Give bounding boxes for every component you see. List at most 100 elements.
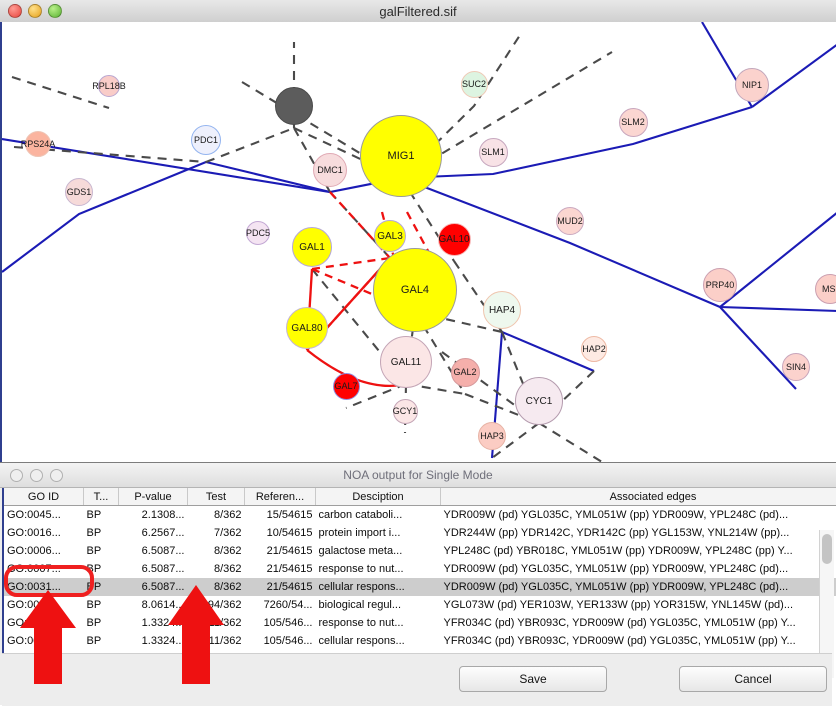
network-node-pdc1[interactable]: PDC1 bbox=[191, 125, 221, 155]
network-node-label: SUC2 bbox=[462, 79, 486, 89]
go-results-table: GO ID T... P-value Test Referen... Desci… bbox=[4, 488, 836, 668]
network-canvas[interactable]: RPL18B RPS24A GDS1 PDC1 SUC2 NIP1 SLM2 SLM1 DMC1… bbox=[0, 22, 836, 462]
network-node-gal7[interactable]: GAL7 bbox=[333, 373, 360, 400]
cell-p: 6.5087... bbox=[119, 542, 188, 560]
network-node-label: MUD2 bbox=[557, 216, 583, 226]
network-node-label: SLM1 bbox=[481, 147, 505, 157]
cell-p: 8.0614... bbox=[119, 596, 188, 614]
network-node-gal1[interactable]: GAL1 bbox=[292, 227, 332, 267]
cell-t: BP bbox=[84, 542, 119, 560]
cell-p: 6.2567... bbox=[119, 524, 188, 542]
network-node-gal2[interactable]: GAL2 bbox=[451, 358, 480, 387]
network-node-cyc1[interactable]: CYC1 bbox=[515, 377, 563, 425]
cancel-button[interactable]: Cancel bbox=[679, 666, 827, 692]
column-header-p-value[interactable]: P-value bbox=[119, 488, 188, 506]
cell-p: 1.3324... bbox=[119, 614, 188, 632]
cell-desc: cellular respons... bbox=[316, 632, 441, 650]
main-window-titlebar: galFiltered.sif bbox=[0, 0, 836, 23]
column-header-type[interactable]: T... bbox=[84, 488, 119, 506]
network-node-unlabeled[interactable] bbox=[275, 87, 313, 125]
cell-test: 8/362 bbox=[188, 560, 245, 578]
cell-go: GO:0016... bbox=[4, 524, 84, 542]
network-node-slm1[interactable]: SLM1 bbox=[479, 138, 508, 167]
network-node-slm2[interactable]: SLM2 bbox=[619, 108, 648, 137]
cell-ref: 15/54615 bbox=[245, 506, 316, 525]
cell-ref: 21/54615 bbox=[245, 578, 316, 596]
noa-button-bar: Save Cancel bbox=[2, 653, 832, 706]
network-node-gds1[interactable]: GDS1 bbox=[65, 178, 93, 206]
network-node-hap4[interactable]: HAP4 bbox=[483, 291, 521, 329]
column-header-reference[interactable]: Referen... bbox=[245, 488, 316, 506]
cell-edges: YPL248C (pd) YBR018C, YML051W (pp) YDR00… bbox=[441, 542, 836, 560]
cell-t: BP bbox=[84, 578, 119, 596]
network-node-dmc1[interactable]: DMC1 bbox=[313, 153, 347, 187]
cell-desc: response to nut... bbox=[316, 560, 441, 578]
noa-titlebar: NOA output for Single Mode bbox=[0, 463, 836, 488]
table-header-row: GO ID T... P-value Test Referen... Desci… bbox=[4, 488, 836, 506]
cell-edges: YFR034C (pd) YBR093C, YDR009W (pd) YGL03… bbox=[441, 632, 836, 650]
network-node-label: HAP4 bbox=[489, 305, 515, 316]
cell-t: BP bbox=[84, 506, 119, 525]
cell-test: 8/362 bbox=[188, 506, 245, 525]
column-header-description[interactable]: Desciption bbox=[316, 488, 441, 506]
cell-t: BP bbox=[84, 596, 119, 614]
network-node-mud2[interactable]: MUD2 bbox=[556, 207, 584, 235]
column-header-go-id[interactable]: GO ID bbox=[4, 488, 84, 506]
network-node-label: MIG1 bbox=[388, 150, 415, 162]
network-node-pdc5[interactable]: PDC5 bbox=[246, 221, 270, 245]
cell-ref: 7260/54... bbox=[245, 596, 316, 614]
cell-desc: cellular respons... bbox=[316, 578, 441, 596]
network-node-gal4[interactable]: GAL4 bbox=[373, 248, 457, 332]
network-node-label: GDS1 bbox=[67, 187, 92, 197]
network-node-suc2[interactable]: SUC2 bbox=[461, 71, 488, 98]
cell-p: 2.1308... bbox=[119, 506, 188, 525]
cell-test: 8/362 bbox=[188, 542, 245, 560]
column-header-associated-edges[interactable]: Associated edges bbox=[441, 488, 836, 506]
cell-t: BP bbox=[84, 560, 119, 578]
column-header-test[interactable]: Test bbox=[188, 488, 245, 506]
network-node-gal11[interactable]: GAL11 bbox=[380, 336, 432, 388]
network-node-label: GAL4 bbox=[401, 284, 429, 296]
network-node-label: MSI bbox=[822, 284, 836, 294]
network-node-label: SLM2 bbox=[621, 117, 645, 127]
network-node-label: GAL7 bbox=[334, 381, 357, 391]
network-node-hap3[interactable]: HAP3 bbox=[478, 422, 506, 450]
cell-p: 6.5087... bbox=[119, 560, 188, 578]
save-button[interactable]: Save bbox=[459, 666, 607, 692]
network-node-hap2[interactable]: HAP2 bbox=[581, 336, 607, 362]
network-node-rps24a[interactable]: RPS24A bbox=[25, 131, 51, 157]
network-node-prp40[interactable]: PRP40 bbox=[703, 268, 737, 302]
cell-test: 7/362 bbox=[188, 524, 245, 542]
network-node-label: HAP3 bbox=[480, 431, 504, 441]
network-node-label: RPS24A bbox=[21, 139, 56, 149]
network-node-label: GAL80 bbox=[291, 323, 322, 334]
network-node-label: PRP40 bbox=[706, 280, 735, 290]
network-node-mig1[interactable]: MIG1 bbox=[360, 115, 442, 197]
network-node-label: GAL2 bbox=[453, 367, 476, 377]
network-node-label: GAL10 bbox=[438, 234, 469, 245]
network-node-sin4[interactable]: SIN4 bbox=[782, 353, 810, 381]
main-window-title: galFiltered.sif bbox=[0, 4, 836, 19]
network-node-nip1[interactable]: NIP1 bbox=[735, 68, 769, 102]
cell-desc: biological regul... bbox=[316, 596, 441, 614]
table-scrollbar-thumb[interactable] bbox=[822, 534, 832, 564]
network-node-gal3[interactable]: GAL3 bbox=[374, 220, 406, 252]
network-node-gal10[interactable]: GAL10 bbox=[438, 223, 471, 256]
network-node-rpl18b[interactable]: RPL18B bbox=[98, 75, 120, 97]
network-node-gcy1[interactable]: GCY1 bbox=[393, 399, 418, 424]
cell-test: 11/362 bbox=[188, 614, 245, 632]
cell-go: GO:0031... bbox=[4, 614, 84, 632]
network-edges bbox=[2, 22, 836, 462]
network-node-label: GAL11 bbox=[391, 357, 421, 368]
network-node-gal80[interactable]: GAL80 bbox=[286, 307, 328, 349]
cell-desc: response to nut... bbox=[316, 614, 441, 632]
